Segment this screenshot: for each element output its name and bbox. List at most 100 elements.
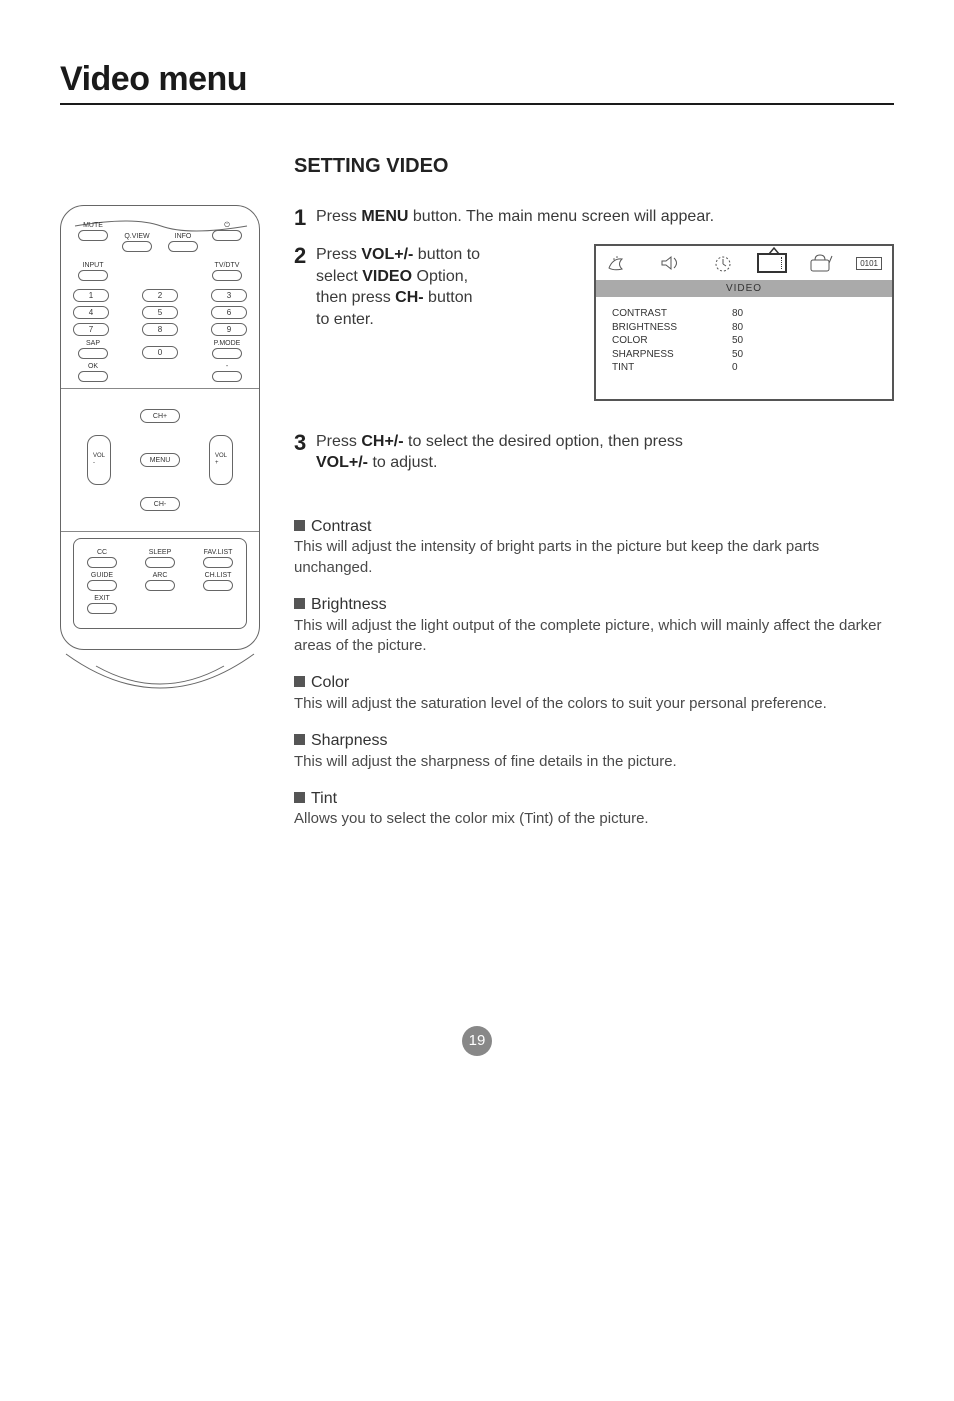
step-2-num: 2 — [294, 244, 310, 330]
t: then press — [316, 289, 395, 306]
t: to enter. — [316, 311, 374, 328]
num-0: 0 — [142, 346, 178, 359]
tvdtv-label: TV/DTV — [215, 262, 240, 269]
num-9: 9 — [211, 323, 247, 336]
step-2: 2 Press VOL+/- button to select VIDEO Op… — [294, 244, 574, 330]
bullet-icon — [294, 520, 305, 531]
t: Press — [316, 433, 361, 450]
exit-button — [87, 603, 117, 614]
k: BRIGHTNESS — [612, 321, 732, 335]
num-3: 3 — [211, 289, 247, 302]
bullet-icon — [294, 734, 305, 745]
v: 80 — [732, 321, 743, 335]
chlist-button — [203, 580, 233, 591]
guide-button — [87, 580, 117, 591]
guide-label: GUIDE — [91, 572, 113, 579]
sap-button — [78, 348, 108, 359]
tvdtv-button — [212, 270, 242, 281]
osd-code: 0101 — [856, 257, 882, 270]
remote-diagram: MUTE ⏻ Q.VIEW INFO — [60, 205, 260, 720]
v: 50 — [732, 348, 743, 362]
power-button — [212, 230, 242, 241]
k: SHARPNESS — [612, 348, 732, 362]
step-1-post: button. The main menu screen will appear… — [408, 208, 714, 225]
feature-body: This will adjust the sharpness of fine d… — [294, 752, 894, 772]
t: CH- — [395, 289, 423, 306]
menu-button: MENU — [140, 453, 180, 467]
dash-button — [212, 371, 242, 382]
qview-label: Q.VIEW — [124, 233, 149, 240]
sleep-label: SLEEP — [149, 549, 172, 556]
num-7: 7 — [73, 323, 109, 336]
cc-label: CC — [97, 549, 107, 556]
input-label: INPUT — [83, 262, 104, 269]
mute-label: MUTE — [83, 222, 103, 229]
osd-icon-tv — [757, 253, 787, 273]
chlist-label: CH.LIST — [205, 572, 232, 579]
step-2-body: Press VOL+/- button to select VIDEO Opti… — [316, 244, 574, 330]
t: Press — [316, 246, 361, 263]
t: VOL+/- — [316, 454, 368, 471]
t: VIDEO — [362, 268, 412, 285]
sap-label: SAP — [86, 340, 100, 347]
cc-button — [87, 557, 117, 568]
osd-icon-sleep — [606, 252, 638, 274]
k: CONTRAST — [612, 307, 732, 321]
favlist-label: FAV.LIST — [204, 549, 233, 556]
ch-minus-button: CH- — [140, 497, 180, 511]
mute-button — [78, 230, 108, 241]
feature-body: This will adjust the intensity of bright… — [294, 537, 894, 578]
vol-plus-button: VOL+ — [209, 435, 233, 485]
feature-title-text: Brightness — [311, 596, 387, 613]
pmode-label: P.MODE — [214, 340, 241, 347]
feature-title-text: Tint — [311, 790, 337, 807]
t: VOL+/- — [361, 246, 413, 263]
osd-row: BRIGHTNESS80 — [612, 321, 876, 335]
step-1-pre: Press — [316, 208, 361, 225]
osd-row: COLOR50 — [612, 334, 876, 348]
step-3-body: Press CH+/- to select the desired option… — [316, 431, 894, 474]
feature-title-text: Sharpness — [311, 732, 388, 749]
favlist-button — [203, 557, 233, 568]
t: select — [316, 268, 362, 285]
feature-tint: Tint Allows you to select the color mix … — [294, 788, 894, 830]
feature-sharpness: Sharpness This will adjust the sharpness… — [294, 730, 894, 772]
v: 80 — [732, 307, 743, 321]
osd-icon-audio — [656, 252, 688, 274]
osd-panel: 0101 VIDEO CONTRAST80 BRIGHTNESS80 COLOR… — [594, 244, 894, 401]
osd-row: SHARPNESS50 — [612, 348, 876, 362]
t: to select the desired option, then press — [404, 433, 683, 450]
feature-brightness: Brightness This will adjust the light ou… — [294, 594, 894, 656]
feature-contrast: Contrast This will adjust the intensity … — [294, 516, 894, 578]
vol-minus-button: VOL- — [87, 435, 111, 485]
ok-label: OK — [88, 363, 98, 370]
feature-title-text: Color — [311, 674, 349, 691]
num-2: 2 — [142, 289, 178, 302]
page-number: 19 — [462, 1026, 492, 1056]
info-button — [168, 241, 198, 252]
bullet-icon — [294, 676, 305, 687]
bullet-icon — [294, 792, 305, 803]
info-label: INFO — [175, 233, 192, 240]
v: 0 — [732, 361, 738, 375]
t: button to — [413, 246, 480, 263]
feature-title-text: Contrast — [311, 518, 371, 535]
arc-button — [145, 580, 175, 591]
osd-body: CONTRAST80 BRIGHTNESS80 COLOR50 SHARPNES… — [596, 297, 892, 399]
num-8: 8 — [142, 323, 178, 336]
t: to adjust. — [368, 454, 437, 471]
bullet-icon — [294, 598, 305, 609]
osd-icon-timer — [707, 252, 739, 274]
num-4: 4 — [73, 306, 109, 319]
sleep-button — [145, 557, 175, 568]
step-1-bold: MENU — [361, 208, 408, 225]
k: TINT — [612, 361, 732, 375]
step-1-num: 1 — [294, 206, 310, 230]
dash-label: - — [226, 363, 228, 370]
step-3-num: 3 — [294, 431, 310, 474]
power-label: ⏻ — [224, 222, 230, 229]
qview-button — [122, 241, 152, 252]
feature-body: Allows you to select the color mix (Tint… — [294, 809, 894, 829]
step-1: 1 Press MENU button. The main menu scree… — [294, 206, 894, 230]
k: COLOR — [612, 334, 732, 348]
